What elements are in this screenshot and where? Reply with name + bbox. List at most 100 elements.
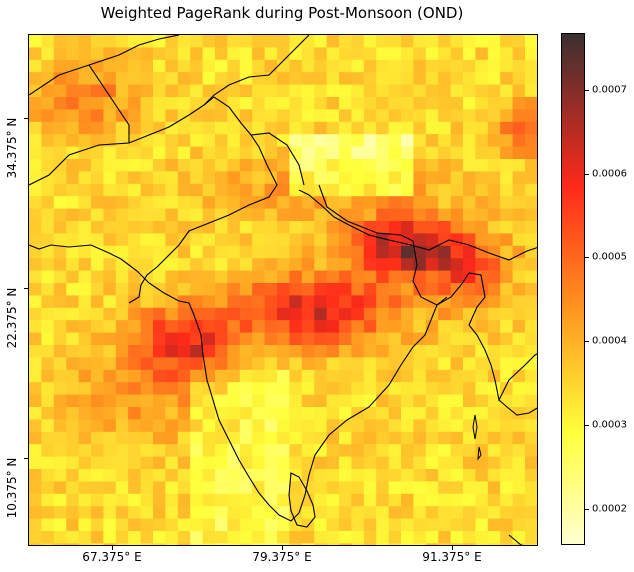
heat-cell: [388, 394, 402, 408]
heat-cell: [301, 493, 315, 507]
heat-cell: [239, 47, 253, 61]
heat-cell: [339, 72, 352, 85]
heat-cell: [41, 208, 55, 222]
heat-cell: [29, 481, 42, 495]
heat-cell: [41, 419, 55, 433]
heat-cell: [487, 320, 501, 333]
heat-cell: [438, 307, 451, 321]
heat-cell: [202, 258, 216, 271]
heat-cell: [537, 109, 538, 122]
heat-cell: [140, 97, 154, 110]
heat-cell: [487, 295, 501, 309]
heat-cell: [450, 134, 464, 147]
heat-cell: [512, 146, 526, 160]
heat-cell: [351, 159, 365, 172]
heat-cell: [128, 233, 141, 247]
heat-cell: [115, 258, 129, 271]
heat-cell: [53, 84, 67, 98]
heat-cell: [537, 171, 538, 184]
heat-cell: [326, 196, 340, 209]
heat-cell: [128, 84, 141, 98]
heat-cell: [314, 345, 327, 358]
heat-cell: [463, 134, 476, 147]
heat-cell: [326, 47, 340, 61]
heat-cell: [53, 543, 67, 545]
heat-cell: [326, 59, 340, 73]
heat-cell: [277, 307, 290, 321]
heat-cell: [53, 456, 67, 470]
heat-cell: [376, 369, 389, 383]
colorbar-tick: [585, 174, 589, 175]
heat-cell: [227, 59, 241, 73]
heat-cell: [463, 47, 476, 61]
heat-cell: [264, 382, 278, 395]
heat-cell: [525, 369, 537, 383]
heat-cell: [363, 419, 377, 433]
heat-cell: [388, 245, 402, 259]
heat-cell: [53, 531, 67, 544]
heat-cell: [450, 357, 464, 371]
heat-cell: [537, 333, 538, 346]
heat-cell: [289, 134, 303, 147]
heat-cell: [41, 159, 55, 172]
heat-cell: [115, 332, 129, 346]
heat-cell: [463, 72, 476, 85]
heat-cell: [475, 97, 489, 110]
heat-cell: [301, 221, 315, 234]
heat-cell: [264, 357, 278, 371]
heat-cell: [413, 109, 427, 123]
heat-cell: [103, 307, 117, 321]
heat-cell: [190, 72, 203, 85]
heat-cell: [388, 481, 402, 495]
heat-cell: [215, 543, 228, 545]
heat-cell: [53, 295, 67, 309]
heat-cell: [202, 146, 216, 160]
heat-cell: [339, 481, 352, 495]
heat-cell: [66, 307, 79, 321]
heat-cell: [388, 382, 402, 395]
heat-cell: [500, 146, 513, 160]
heat-cell: [29, 394, 42, 408]
heat-cell: [289, 196, 303, 209]
heat-cell: [413, 431, 427, 445]
heat-cell: [202, 531, 216, 544]
heat-cell: [215, 382, 228, 395]
heat-cell: [165, 97, 179, 110]
heat-cell: [339, 307, 352, 321]
heat-cell: [264, 233, 278, 247]
heat-cell: [289, 295, 303, 309]
heat-cell: [401, 357, 414, 371]
heat-cell: [376, 506, 389, 519]
heat-cell: [215, 183, 228, 197]
heat-cell: [277, 357, 290, 371]
heat-cell: [463, 109, 476, 123]
heat-cell: [165, 531, 179, 544]
heat-cell: [239, 456, 253, 470]
heat-cell: [388, 72, 402, 85]
heat-cell: [165, 456, 179, 470]
heat-cell: [289, 320, 303, 333]
heat-cell: [277, 369, 290, 383]
heat-cell: [227, 332, 241, 346]
heat-cell: [301, 543, 315, 545]
heat-cell: [41, 97, 55, 110]
heat-cell: [301, 196, 315, 209]
heat-cell: [525, 431, 537, 445]
heat-cell: [264, 258, 278, 271]
heat-cell: [475, 159, 489, 172]
heat-cell: [463, 357, 476, 371]
heat-cell: [103, 134, 117, 147]
heat-cell: [500, 171, 513, 185]
heat-cell: [351, 518, 365, 532]
heat-cell: [190, 47, 203, 61]
heat-cell: [128, 531, 141, 544]
heat-cell: [388, 109, 402, 123]
heat-cell: [239, 320, 253, 333]
heat-cell: [264, 394, 278, 408]
heat-cell: [140, 134, 154, 147]
heat-cell: [301, 357, 315, 371]
heat-cell: [115, 295, 129, 309]
heat-cell: [363, 121, 377, 135]
heat-cell: [190, 345, 203, 358]
heat-cell: [500, 369, 513, 383]
